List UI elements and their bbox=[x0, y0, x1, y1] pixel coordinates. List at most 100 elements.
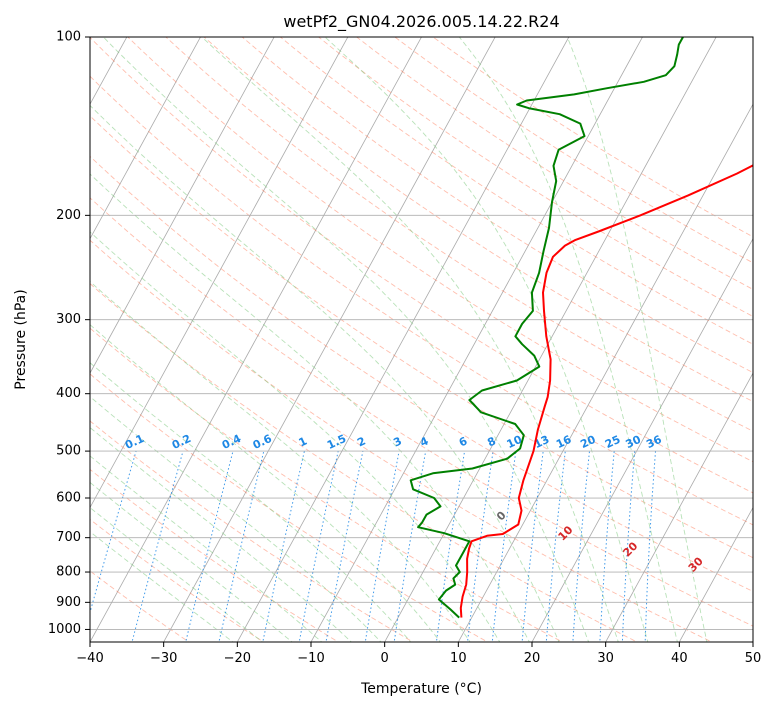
dry-adiabat-line bbox=[90, 239, 713, 642]
isotherm-line bbox=[752, 641, 753, 642]
y-axis: 100 200 300 400 500 600 700 800 900 1000 bbox=[48, 30, 90, 637]
dry-adiabat-line bbox=[90, 197, 753, 627]
x-tick-label: 20 bbox=[524, 651, 541, 666]
dry-adiabat-line bbox=[127, 37, 753, 463]
mixing-ratio-line bbox=[521, 451, 544, 642]
x-tick-label: −10 bbox=[297, 651, 324, 666]
isotherm-line bbox=[457, 103, 753, 642]
mixing-ratio-label: 0.6 bbox=[251, 432, 274, 452]
y-tick-label: 300 bbox=[56, 312, 81, 327]
moist-adiabat-line bbox=[90, 231, 501, 642]
mixing-ratio-label: 0.2 bbox=[170, 432, 193, 452]
y-tick-label: 200 bbox=[56, 208, 81, 223]
dry-adiabat-line bbox=[90, 75, 753, 526]
x-axis: −40 −30 −20 −10 0 10 20 30 40 50 bbox=[76, 642, 761, 666]
isotherm-line bbox=[90, 37, 349, 509]
mixing-ratio-line bbox=[644, 451, 656, 642]
mixing-ratio-line bbox=[491, 451, 517, 642]
isotherm-line bbox=[90, 37, 201, 240]
x-tick-label: 10 bbox=[450, 651, 467, 666]
moist-adiabat-line bbox=[90, 324, 441, 642]
moist-adiabat-line bbox=[90, 506, 264, 642]
mixing-ratio-label: 36 bbox=[644, 433, 664, 451]
dry-adiabat-line bbox=[90, 37, 753, 494]
moist-adiabat-line bbox=[90, 396, 382, 642]
mixing-ratio-line bbox=[262, 450, 305, 642]
mixing-ratio-line bbox=[545, 451, 566, 642]
x-tick-label: −30 bbox=[150, 651, 177, 666]
moist-adiabat-line bbox=[90, 426, 352, 642]
dry-adiabat-line bbox=[394, 37, 753, 264]
dry-adiabat-line bbox=[355, 37, 753, 290]
x-tick-label: 30 bbox=[597, 651, 614, 666]
moist-adiabat-label: 10 bbox=[556, 523, 576, 543]
isotherm-line bbox=[90, 37, 422, 642]
dry-adiabat-line bbox=[90, 373, 489, 642]
series-line-green bbox=[409, 37, 684, 619]
moist-adiabat-label: 40 bbox=[752, 569, 772, 589]
isotherm-line bbox=[310, 37, 643, 642]
mixing-ratio-line bbox=[572, 451, 590, 642]
dry-adiabat-line bbox=[90, 327, 564, 642]
mixing-ratio-line bbox=[131, 450, 184, 642]
mixing-ratio-label: 25 bbox=[603, 433, 622, 451]
mixing-ratio-label: 6 bbox=[457, 434, 470, 449]
moist-adiabat-line bbox=[90, 104, 560, 642]
moist-adiabat-line bbox=[90, 362, 412, 642]
profile-lines bbox=[409, 37, 753, 619]
moist-adiabat-line bbox=[458, 37, 678, 642]
isotherm-line bbox=[0, 24, 60, 645]
dry-adiabat-line bbox=[90, 155, 753, 592]
pressure-gridlines bbox=[90, 37, 753, 630]
dry-adiabat-line bbox=[203, 37, 753, 403]
y-tick-label: 500 bbox=[56, 444, 81, 459]
mixing-ratio-label: 30 bbox=[624, 433, 644, 451]
y-tick-label: 400 bbox=[56, 386, 81, 401]
isotherm-line bbox=[163, 37, 496, 642]
series-line-red bbox=[459, 164, 753, 618]
mixing-ratio-label: 20 bbox=[578, 433, 598, 451]
mixing-ratio-label: 4 bbox=[418, 434, 431, 449]
y-tick-label: 1000 bbox=[48, 622, 81, 637]
mixing-ratio-label: 3 bbox=[391, 434, 403, 449]
isotherm-line bbox=[384, 37, 717, 642]
dry-adiabat-line bbox=[317, 37, 753, 317]
dry-adiabat-line bbox=[165, 37, 753, 432]
y-tick-label: 900 bbox=[56, 595, 81, 610]
isotherm-line bbox=[90, 37, 275, 374]
moist-adiabat-line bbox=[90, 455, 323, 642]
mixing-ratio-label: 8 bbox=[485, 434, 497, 449]
dry-adiabat-line bbox=[90, 468, 340, 642]
mixing-ratio-label: 0.4 bbox=[220, 432, 243, 452]
y-tick-label: 800 bbox=[56, 565, 81, 580]
moist-adiabat-line bbox=[90, 280, 471, 642]
dry-adiabat-line bbox=[241, 37, 753, 374]
mixing-ratio-line bbox=[298, 450, 339, 642]
x-tick-label: −40 bbox=[76, 651, 103, 666]
dry-adiabat-line bbox=[90, 420, 414, 642]
mixing-ratio-label: 10 bbox=[505, 433, 525, 451]
mixing-ratio-label: 16 bbox=[554, 433, 574, 451]
x-tick-label: −20 bbox=[224, 651, 251, 666]
plot-frame bbox=[89, 36, 754, 643]
mixing-ratio-line bbox=[364, 451, 400, 642]
x-tick-label: 40 bbox=[671, 651, 688, 666]
x-tick-label: 50 bbox=[745, 651, 762, 666]
isotherm-line bbox=[678, 506, 753, 642]
isotherm-line bbox=[531, 237, 753, 642]
moist-adiabat-line bbox=[90, 481, 293, 642]
y-tick-label: 700 bbox=[56, 530, 81, 545]
chart-title: wetPf2_GN04.2026.005.14.22.R24 bbox=[283, 12, 559, 32]
mixing-ratio-line bbox=[325, 451, 364, 642]
mixing-ratio-label: 0.1 bbox=[123, 432, 146, 452]
y-tick-label: 600 bbox=[56, 491, 81, 506]
x-axis-label: Temperature (°C) bbox=[360, 681, 482, 697]
y-tick-label: 100 bbox=[56, 30, 81, 45]
mixing-ratio-label: 2 bbox=[355, 434, 367, 449]
background-lines bbox=[0, 24, 753, 645]
isotherm-line bbox=[605, 372, 753, 642]
mixing-ratio-label: 1 bbox=[297, 434, 309, 449]
dry-adiabat-line bbox=[90, 115, 753, 559]
isotherm-line bbox=[236, 37, 570, 642]
